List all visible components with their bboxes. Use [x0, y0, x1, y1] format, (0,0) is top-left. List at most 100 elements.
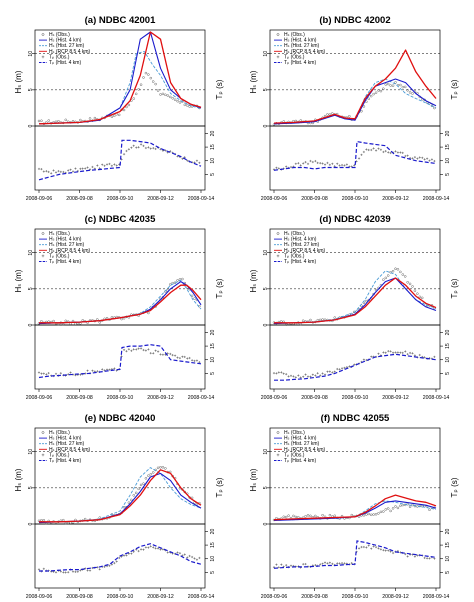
tp-obs-point — [198, 361, 201, 364]
hs-obs-point — [144, 71, 148, 75]
hs-obs-point — [418, 295, 422, 299]
hs-obs-point — [328, 513, 332, 517]
legend-label: Hₛ (Hist. 4 km) — [49, 436, 82, 442]
tp-obs-point — [69, 168, 72, 171]
tp-obs-point — [285, 165, 288, 168]
hs-obs-point — [62, 518, 65, 522]
hs-obs-point — [120, 108, 123, 112]
tp-obs-point — [430, 158, 434, 161]
tp-obs-point — [362, 545, 366, 549]
hs-obs-point — [139, 83, 143, 86]
tp-obs-point — [319, 563, 322, 566]
tp-plot-frame — [34, 125, 206, 191]
tp-axis-label: Tₚ (s) — [215, 477, 224, 497]
tp-obs-point — [186, 556, 189, 559]
tp-obs-point — [183, 553, 186, 556]
tp-obs-point — [433, 355, 436, 358]
tp-obs-point — [42, 567, 45, 570]
tp-obs-point — [139, 548, 143, 551]
tp-obs-point — [365, 148, 368, 151]
hs-obs-point — [382, 87, 385, 90]
hs-obs-point — [64, 522, 67, 525]
tp-hist4-line — [39, 543, 202, 572]
legend-label: Tₚ (Obs.) — [49, 253, 70, 259]
tp-tick-label: 20 — [210, 329, 216, 335]
tp-obs-point — [88, 569, 92, 572]
hs-obs-point — [350, 513, 353, 517]
x-tick-label: 2008-09-10 — [107, 594, 134, 600]
legend-label: Hₛ (Hist. 4 km) — [49, 237, 82, 243]
legend-label: Hₛ (Obs.) — [284, 430, 305, 436]
legend-label: Hₛ (Obs.) — [284, 231, 305, 237]
tp-obs-point — [423, 556, 426, 560]
hs-obs-point — [137, 487, 140, 491]
tp-obs-point — [404, 154, 407, 158]
tp-obs-point — [374, 546, 378, 549]
hs-hist4-line — [273, 78, 437, 125]
tp-obs-point — [360, 153, 363, 156]
hs-obs-point — [190, 294, 194, 298]
hs-obs-point — [326, 113, 329, 116]
hs-obs-point — [382, 510, 385, 513]
hs-obs-point — [117, 113, 121, 117]
tp-obs-point — [289, 165, 293, 169]
hs-obs-point — [372, 92, 375, 96]
tp-tick-label: 20 — [445, 130, 451, 136]
tp-tick-label: 5 — [210, 173, 216, 176]
tp-obs-point — [387, 549, 390, 552]
hs-obs-point — [360, 109, 363, 113]
legend-obs-symbol — [41, 232, 45, 235]
tp-obs-point — [54, 171, 58, 174]
tp-obs-point — [47, 170, 50, 174]
hs-obs-point — [134, 92, 138, 96]
hs-obs-point — [79, 118, 82, 122]
tp-obs-point — [45, 373, 48, 376]
x-tick-label: 2008-09-12 — [382, 196, 409, 202]
hs-obs-point — [421, 296, 424, 300]
x-tick-label: 2008-09-12 — [147, 594, 174, 600]
tp-obs-point — [135, 146, 138, 149]
hs-obs-point — [74, 322, 77, 326]
tp-obs-point — [164, 149, 167, 152]
tp-obs-point — [86, 369, 89, 372]
hs-obs-point — [294, 515, 298, 519]
hs-hist4-line — [273, 277, 437, 325]
tp-obs-point — [103, 369, 106, 372]
tp-obs-point — [52, 169, 55, 172]
hs-obs-point — [149, 76, 153, 80]
hs-obs-point — [142, 76, 145, 79]
tp-obs-point — [413, 354, 417, 357]
tp-obs-point — [144, 146, 148, 150]
legend-label: Tₚ (Hist. 4 km) — [49, 60, 81, 66]
tp-obs-point — [173, 354, 177, 357]
tp-obs-point — [64, 571, 67, 574]
tp-obs-point — [321, 372, 324, 375]
hs-obs-point — [411, 285, 414, 288]
hs-obs-point — [287, 514, 290, 517]
tp-obs-point — [294, 376, 297, 379]
hs-obs-point — [93, 116, 97, 120]
tp-obs-point — [326, 370, 329, 373]
tp-obs-point — [277, 566, 280, 569]
hs-obs-point — [348, 115, 351, 118]
hs-obs-point — [399, 83, 402, 87]
tp-obs-point — [152, 546, 155, 549]
legend-label: Hₛ (Hist. 4 km) — [49, 38, 82, 44]
tp-obs-point — [161, 353, 165, 356]
tp-obs-point — [147, 348, 150, 351]
tp-obs-point — [326, 562, 329, 565]
tp-obs-point — [183, 156, 186, 159]
tp-obs-point — [130, 552, 133, 555]
hs-obs-point — [71, 119, 75, 123]
hs-tick-label: 10 — [28, 250, 34, 256]
legend-label: Hₛ (RCP 8.5 4 km) — [49, 49, 91, 55]
tp-axis-label: Tₚ (s) — [450, 278, 459, 298]
tp-tick-label: 20 — [210, 528, 216, 534]
x-tick-label: 2008-09-08 — [301, 395, 328, 401]
hs-obs-point — [142, 482, 145, 485]
tp-obs-point — [188, 554, 191, 558]
tp-obs-point — [336, 562, 339, 565]
hs-obs-point — [113, 114, 116, 118]
tp-obs-point — [110, 164, 113, 167]
tp-obs-point — [149, 545, 152, 548]
